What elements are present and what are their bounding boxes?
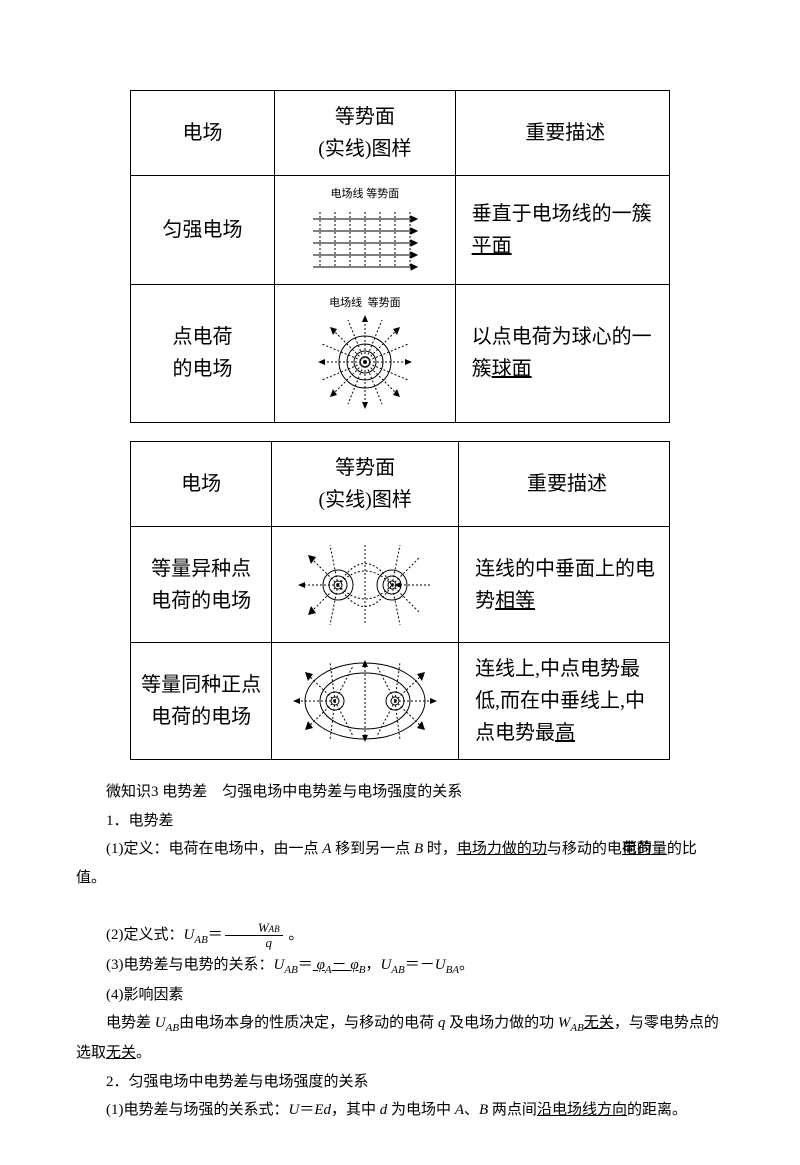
uniform-field-icon bbox=[305, 204, 425, 274]
t1-r2-name: 点电荷的电场 bbox=[131, 284, 275, 423]
t2-h1: 电场 bbox=[131, 442, 272, 527]
t2-r2-diagram bbox=[272, 643, 459, 760]
s2-1: (1)电势差与场强的关系式：U＝Ed，其中 d 为电场中 A、B 两点间沿电场线… bbox=[76, 1096, 724, 1125]
table-fields-2: 电场 等势面 (实线)图样 重要描述 等量异种点电荷的电场 bbox=[130, 441, 670, 760]
t1-r2-desc: 以点电荷为球心的一簇球面 bbox=[455, 284, 669, 423]
s1-2: (2)定义式：UAB＝WABq 。 bbox=[76, 921, 724, 951]
s1-3: (3)电势差与电势的关系：UAB＝ φA－ φB，UAB＝－UBA。 bbox=[76, 951, 724, 981]
t2-r2-name: 等量同种正点电荷的电场 bbox=[131, 643, 272, 760]
t1-h1: 电场 bbox=[131, 91, 275, 176]
t2-r1-name: 等量异种点电荷的电场 bbox=[131, 527, 272, 643]
body-text: 微知识3 电势差 匀强电场中电势差与电场强度的关系 1．电势差 (1)定义：电荷… bbox=[76, 778, 724, 1124]
t2-r2-desc: 连线上,中点电势最低,而在中垂线上,中点电势最高 bbox=[459, 643, 670, 760]
t2-r1-diagram bbox=[272, 527, 459, 643]
s1-4: (4)影响因素 bbox=[76, 981, 724, 1010]
s1-1: (1)定义：电荷在电场中，由一点 A 移到另一点 B 时，电场力做的功与移动的电… bbox=[76, 835, 724, 892]
s2: 2．匀强电场中电势差与电场强度的关系 bbox=[76, 1068, 724, 1097]
dipole-same-icon bbox=[285, 656, 445, 746]
t1-r1-diagram: 电场线 等势面 bbox=[275, 176, 456, 285]
section-title: 微知识3 电势差 匀强电场中电势差与电场强度的关系 bbox=[76, 778, 724, 807]
s1-4-body: 电势差 UAB由电场本身的性质决定，与移动的电荷 q 及电场力做的功 WAB无关… bbox=[76, 1009, 724, 1067]
t1-h2: 等势面 (实线)图样 bbox=[275, 91, 456, 176]
t2-h3: 重要描述 bbox=[459, 442, 670, 527]
t1-r2-diagram: 电场线 等势面 bbox=[275, 284, 456, 423]
t2-r1-desc: 连线的中垂面上的电势相等 bbox=[459, 527, 670, 643]
point-charge-icon bbox=[310, 312, 420, 412]
table-fields-1: 电场 等势面 (实线)图样 重要描述 匀强电场 电场线 等势面 bbox=[130, 90, 670, 423]
t1-h3: 重要描述 bbox=[455, 91, 669, 176]
t1-r1-desc: 垂直于电场线的一簇平面 bbox=[455, 176, 669, 285]
t1-r1-name: 匀强电场 bbox=[131, 176, 275, 285]
dipole-opposite-icon bbox=[290, 537, 440, 632]
s1: 1．电势差 bbox=[76, 807, 724, 836]
t2-h2: 等势面 (实线)图样 bbox=[272, 442, 459, 527]
